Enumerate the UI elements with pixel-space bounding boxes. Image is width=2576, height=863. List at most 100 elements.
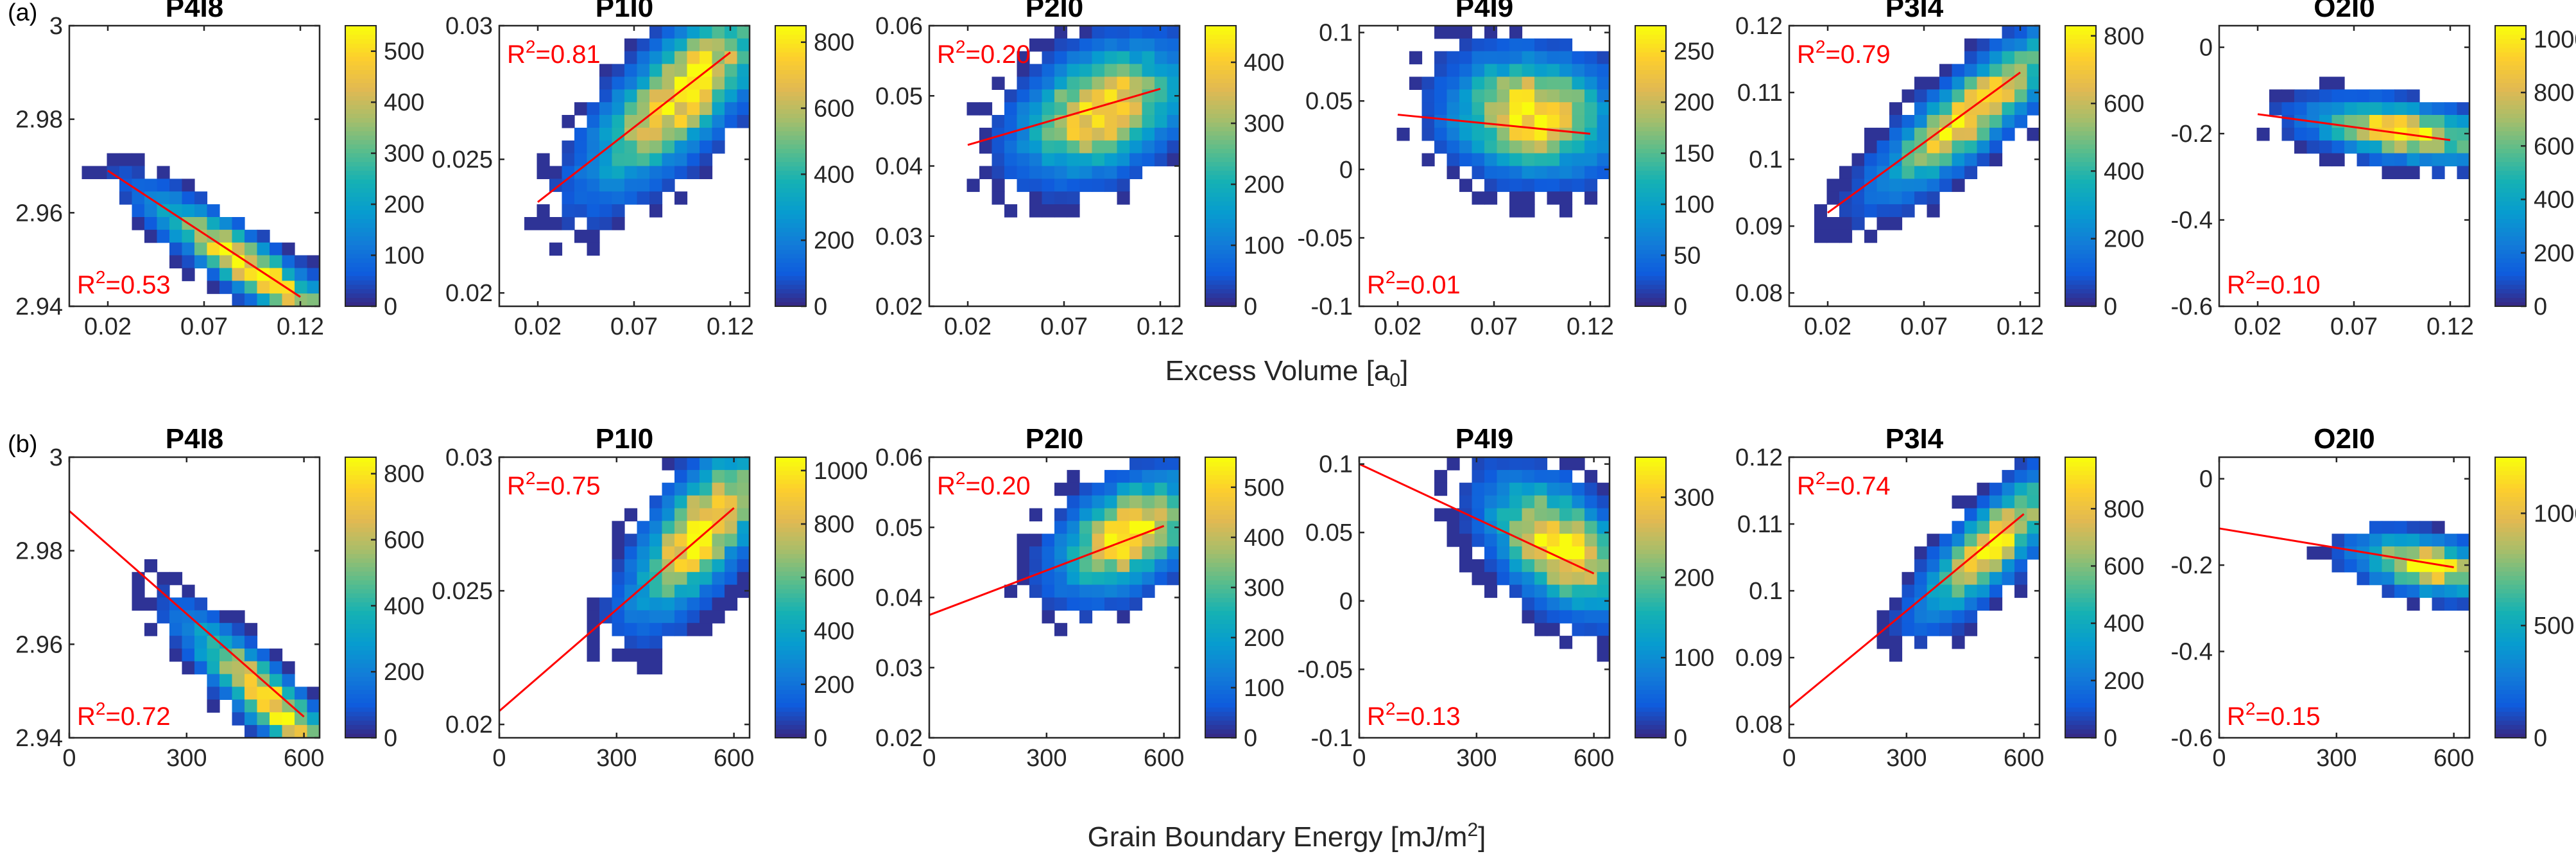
heatmap-bin [2014, 571, 2028, 586]
colorbar-segment [1205, 288, 1236, 294]
heatmap-bin [1964, 623, 1978, 636]
y-tick-label: 0.03 [875, 655, 923, 682]
heatmap-bin [1004, 584, 1018, 598]
heatmap-bin [1597, 102, 1610, 116]
heatmap-bin [257, 281, 270, 294]
heatmap-bin [687, 495, 700, 509]
heatmap-bin [1079, 521, 1093, 534]
heatmap-bin [1472, 51, 1485, 65]
heatmap-bin [1597, 166, 1610, 179]
colorbar-segment [345, 288, 376, 294]
heatmap-bin [2014, 482, 2028, 496]
colorbar-segment [1205, 554, 1236, 559]
heatmap-bin [1167, 469, 1180, 484]
colorbar-segment [345, 51, 376, 57]
heatmap-bin [257, 712, 270, 726]
heatmap-bin [1129, 559, 1143, 573]
heatmap-bin [1902, 115, 1915, 128]
heatmap-bin [2344, 89, 2358, 103]
heatmap-bin [169, 179, 183, 192]
heatmap-bin [712, 102, 725, 116]
heatmap-bin [2382, 571, 2395, 586]
heatmap-bin [1547, 38, 1560, 52]
heatmap-bin [2369, 140, 2383, 154]
x-tick-label: 300 [166, 745, 207, 772]
heatmap-bin [257, 661, 270, 675]
heatmap-bin [687, 571, 700, 586]
heatmap-bin [1079, 127, 1093, 141]
colorbar-segment [1635, 126, 1666, 132]
heatmap-bin [687, 166, 700, 179]
heatmap-bin [1472, 140, 1485, 154]
colorbar-segment [2495, 157, 2526, 162]
y-tick-label: -0.05 [1297, 225, 1353, 252]
heatmap-bin [1572, 115, 1585, 128]
colorbar-segment [2065, 554, 2096, 559]
heatmap-bin [1129, 546, 1143, 560]
heatmap-bin [270, 649, 283, 662]
colorbar-segment [345, 175, 376, 180]
heatmap-bin [612, 204, 625, 218]
colorbar-segment [2495, 96, 2526, 101]
colorbar-segment [1635, 689, 1666, 695]
colorbar-segment [775, 153, 806, 158]
heatmap-bin [1421, 153, 1435, 167]
heatmap-bin [1142, 482, 1155, 496]
colorbar-segment [2065, 672, 2096, 677]
heatmap-bins [2306, 521, 2470, 611]
heatmap-bin [1597, 76, 1610, 90]
colorbar-segment [2065, 606, 2096, 611]
heatmap-bin [1509, 38, 1523, 52]
heatmap-bin [1927, 179, 1940, 192]
colorbar-segment [1635, 479, 1666, 484]
colorbar-segment [345, 540, 376, 546]
heatmap-bin [1876, 127, 1890, 141]
colorbar-segment [2495, 223, 2526, 228]
colorbar-segment [1635, 711, 1666, 717]
heatmap-bin [712, 495, 725, 509]
colorbar-tick-label: 800 [2104, 23, 2144, 50]
x-tick-label: 0.07 [180, 313, 228, 340]
heatmap-bin [1814, 217, 1828, 231]
heatmap-bin [1584, 76, 1598, 90]
heatmap-bin [1459, 26, 1473, 39]
heatmap-bin [295, 686, 308, 700]
colorbar-segment [1635, 201, 1666, 206]
heatmap-bin [1029, 102, 1043, 116]
colorbar-segment [1205, 654, 1236, 659]
colorbar-segment [345, 130, 376, 136]
heatmap-bin [1067, 51, 1080, 65]
heatmap-bin [700, 127, 713, 141]
fit-line [499, 507, 735, 712]
colorbar-segment [1635, 496, 1666, 501]
colorbar-segment [775, 571, 806, 576]
x-tick-label: 0.02 [84, 313, 132, 340]
heatmap-bin [1939, 89, 1953, 103]
colorbar-segment [2495, 74, 2526, 79]
heatmap-bin [624, 115, 638, 128]
colorbar-segment [775, 302, 806, 307]
heatmap-bin [1597, 482, 1610, 496]
colorbar-segment [345, 118, 376, 123]
colorbar-segment [1635, 148, 1666, 153]
colorbar-segment [345, 297, 376, 302]
heatmap-bin [1889, 204, 1903, 218]
colorbar-segment [775, 118, 806, 123]
colorbar-segment [345, 227, 376, 232]
heatmap-bin [1092, 127, 1105, 141]
colorbar-segment [1205, 302, 1236, 307]
colorbar-frame [1635, 25, 1667, 307]
colorbar-segment [2065, 610, 2096, 616]
colorbar-segment [775, 126, 806, 132]
colorbar-segment [775, 540, 806, 546]
heatmap-bin [1067, 166, 1080, 179]
heatmap-bin [1889, 649, 1903, 662]
heatmap-bin [674, 26, 688, 39]
heatmap-bin [1167, 534, 1180, 547]
heatmap-bin [1497, 482, 1510, 496]
heatmap-bin [132, 191, 145, 205]
colorbar-segment [2065, 667, 2096, 673]
heatmap-bin [725, 521, 738, 534]
heatmap-bin [1447, 166, 1460, 179]
heatmap-bin [637, 597, 650, 611]
